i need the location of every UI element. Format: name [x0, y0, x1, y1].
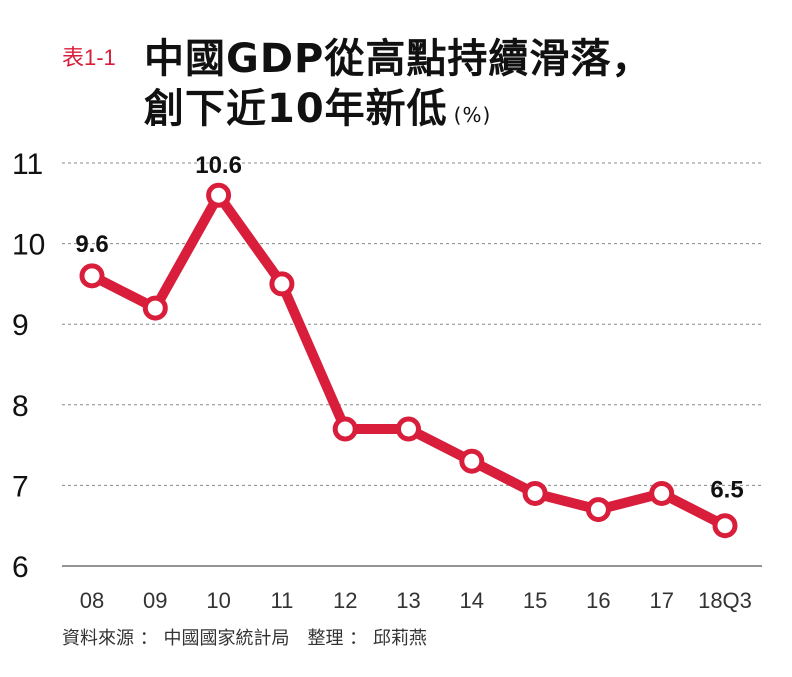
chart-title-line2: 創下近10年新低 (%)	[144, 76, 491, 134]
data-point	[459, 448, 485, 474]
chart-title-line2-text: 創下近10年新低	[144, 86, 448, 132]
x-tick-label: 18Q3	[698, 588, 752, 613]
data-point	[522, 480, 548, 506]
y-tick-label: 8	[12, 390, 29, 423]
data-label: 6.5	[710, 477, 743, 504]
chart-title-line1: 中國GDP從高點持續滑落，	[144, 36, 653, 82]
x-tick-label: 17	[649, 588, 673, 613]
x-tick-label: 14	[460, 588, 484, 613]
data-point	[332, 416, 358, 442]
x-tick-label: 09	[143, 588, 167, 613]
data-point	[79, 263, 105, 289]
data-point	[649, 480, 675, 506]
data-point	[396, 416, 421, 442]
x-tick-label: 11	[270, 588, 293, 613]
data-point	[269, 271, 295, 297]
x-tick-label: 10	[206, 588, 230, 613]
x-tick-label: 15	[523, 588, 547, 613]
y-tick-label: 11	[12, 148, 43, 181]
x-tick-label: 08	[80, 588, 104, 613]
grid-layer	[62, 162, 762, 567]
data-point	[712, 513, 738, 539]
y-tick-label: 7	[12, 470, 29, 503]
axis-layer: 6 7 8 9 10 11 08 09 10 11 12 13 14 15 16 17 18Q3	[12, 148, 752, 613]
series-line	[87, 190, 730, 531]
series-layer	[79, 182, 738, 539]
data-label: 10.6	[195, 152, 242, 179]
data-point	[585, 497, 611, 523]
unit-label: (%)	[453, 103, 492, 127]
y-tick-label: 10	[12, 229, 45, 262]
data-point	[142, 295, 168, 321]
title-block: 表1-1 中國GDP從高點持續滑落， 創下近10年新低 (%)	[62, 18, 782, 132]
source-note: 資料來源 ： 中國國家統計局 整理 ： 邱莉燕	[62, 628, 427, 649]
y-tick-label: 9	[12, 309, 29, 342]
x-tick-label: 13	[396, 588, 420, 613]
x-tick-label: 16	[586, 588, 610, 613]
label-layer: 9.6 10.6 6.5	[75, 152, 743, 503]
data-point	[206, 182, 232, 208]
y-tick-label: 6	[12, 551, 29, 584]
figure-label: 表1-1	[62, 45, 116, 70]
data-label: 9.6	[75, 231, 108, 258]
x-tick-label: 12	[333, 588, 357, 613]
